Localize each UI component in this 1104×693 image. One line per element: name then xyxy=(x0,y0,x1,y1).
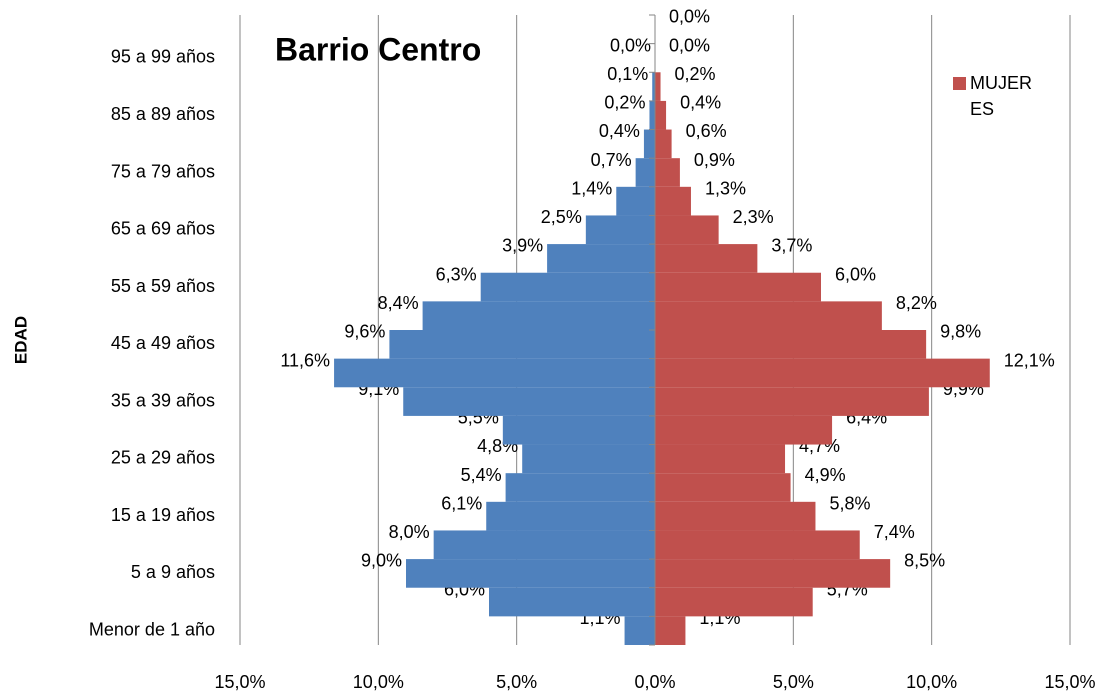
data-label: 0,4% xyxy=(599,121,640,141)
y-tick-label: 5 a 9 años xyxy=(131,562,215,582)
bar xyxy=(655,358,990,388)
data-label: 2,5% xyxy=(541,207,582,227)
bar xyxy=(655,272,821,302)
bar xyxy=(655,616,686,645)
data-label: 4,9% xyxy=(805,465,846,485)
y-tick-label: 85 a 89 años xyxy=(111,104,215,124)
data-label: 3,7% xyxy=(771,236,812,256)
data-label: 0,0% xyxy=(669,35,710,55)
data-label: 8,2% xyxy=(896,293,937,313)
bar xyxy=(422,301,655,330)
data-label: 7,4% xyxy=(874,522,915,542)
bar xyxy=(547,244,655,273)
bar xyxy=(334,358,655,388)
bar xyxy=(655,587,813,617)
data-label: 6,0% xyxy=(835,264,876,284)
bar xyxy=(655,215,719,245)
data-label: 0,1% xyxy=(607,64,648,84)
bar xyxy=(489,587,655,617)
bar xyxy=(389,330,655,359)
x-tick-label: 0,0% xyxy=(634,672,675,692)
x-tick-label: 15,0% xyxy=(214,672,265,692)
bar xyxy=(643,129,655,159)
data-label: 0,0% xyxy=(610,35,651,55)
data-label: 0,0% xyxy=(669,7,710,27)
bar xyxy=(655,72,661,101)
bar xyxy=(655,158,680,187)
bar xyxy=(406,559,655,588)
data-label: 8,5% xyxy=(904,551,945,571)
x-tick-label: 15,0% xyxy=(1044,672,1095,692)
bar xyxy=(655,444,786,474)
data-label: 0,2% xyxy=(604,93,645,113)
bar xyxy=(649,100,655,130)
bar xyxy=(655,244,758,273)
bar xyxy=(616,186,655,216)
bar xyxy=(655,330,927,359)
legend-swatch xyxy=(953,77,966,90)
data-label: 2,3% xyxy=(733,207,774,227)
y-tick-label: 95 a 99 años xyxy=(111,47,215,67)
bar xyxy=(655,387,929,416)
bar xyxy=(655,186,691,216)
y-tick-label: 15 a 19 años xyxy=(111,505,215,525)
bar xyxy=(403,387,655,416)
data-label: 0,4% xyxy=(680,93,721,113)
data-label: 0,2% xyxy=(675,64,716,84)
bar xyxy=(655,501,816,531)
data-label: 5,4% xyxy=(461,465,502,485)
y-tick-label: Menor de 1 año xyxy=(89,619,215,639)
x-tick-label: 5,0% xyxy=(496,672,537,692)
bar xyxy=(652,72,655,101)
legend-entry: MUJERES xyxy=(970,73,1032,119)
y-axis-label: EDAD xyxy=(11,316,30,364)
x-tick-label: 10,0% xyxy=(353,672,404,692)
bar xyxy=(433,530,655,560)
y-tick-label: 65 a 69 años xyxy=(111,219,215,239)
x-tick-label: 10,0% xyxy=(906,672,957,692)
bar xyxy=(655,473,791,502)
data-label: 1,4% xyxy=(571,178,612,198)
y-tick-label: 45 a 49 años xyxy=(111,333,215,353)
data-label: 5,8% xyxy=(829,493,870,513)
bar xyxy=(655,415,833,445)
data-label: 12,1% xyxy=(1004,350,1055,370)
data-label: 9,6% xyxy=(344,322,385,342)
bar xyxy=(624,616,655,645)
bar xyxy=(480,272,655,302)
bar xyxy=(655,559,891,588)
y-tick-label: 25 a 29 años xyxy=(111,448,215,468)
data-label: 9,0% xyxy=(361,551,402,571)
data-label: 6,1% xyxy=(441,493,482,513)
bar xyxy=(635,158,655,187)
data-label: 11,6% xyxy=(280,350,330,370)
data-label: 8,4% xyxy=(378,293,419,313)
data-label: 0,9% xyxy=(694,150,735,170)
bar xyxy=(585,215,655,245)
data-label: 9,8% xyxy=(940,322,981,342)
bar xyxy=(655,301,882,330)
bar xyxy=(505,473,655,502)
y-tick-label: 35 a 39 años xyxy=(111,390,215,410)
bar xyxy=(486,501,655,531)
data-label: 1,3% xyxy=(705,178,746,198)
data-label: 6,3% xyxy=(436,264,477,284)
bar xyxy=(655,530,860,560)
data-label: 0,7% xyxy=(591,150,632,170)
x-tick-label: 5,0% xyxy=(773,672,814,692)
y-tick-label: 75 a 79 años xyxy=(111,161,215,181)
bar xyxy=(655,129,672,159)
bar xyxy=(522,444,655,474)
data-label: 3,9% xyxy=(502,236,543,256)
data-label: 8,0% xyxy=(389,522,430,542)
y-tick-label: 55 a 59 años xyxy=(111,276,215,296)
data-label: 0,6% xyxy=(686,121,727,141)
bar xyxy=(502,415,655,445)
bar xyxy=(655,100,667,130)
legend-label: MUJERES xyxy=(970,73,1032,119)
